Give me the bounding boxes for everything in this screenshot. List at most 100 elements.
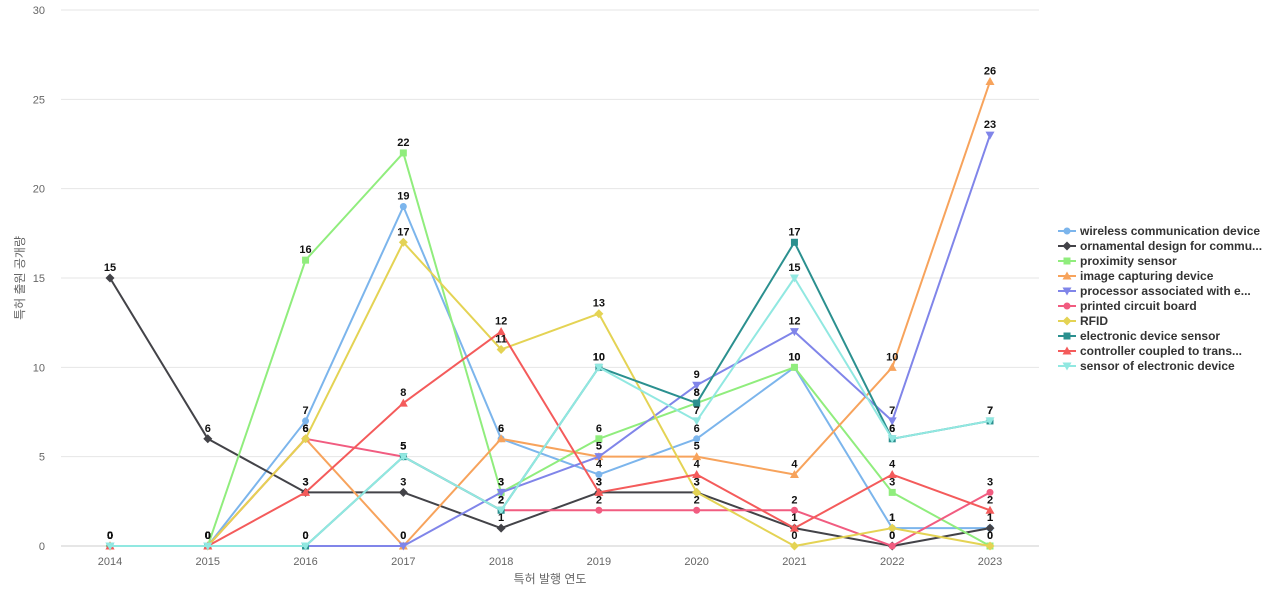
legend-item[interactable]: proximity sensor — [1058, 253, 1280, 268]
data-label: 0 — [205, 530, 211, 542]
data-label: 2 — [694, 494, 700, 506]
legend: wireless communication device ornamental … — [1058, 223, 1280, 373]
legend-item[interactable]: printed circuit board — [1058, 298, 1280, 313]
data-label: 3 — [596, 476, 602, 488]
data-point — [301, 542, 311, 551]
data-label: 6 — [889, 423, 895, 435]
data-label: 5 — [694, 441, 700, 453]
data-point — [693, 506, 701, 514]
data-label: 0 — [205, 530, 211, 542]
series-line — [110, 205, 990, 547]
data-point — [398, 487, 408, 497]
data-label: 22 — [397, 137, 409, 149]
data-point — [888, 542, 896, 550]
data-label: 5 — [596, 441, 602, 453]
data-label: 3 — [400, 476, 406, 488]
data-point — [985, 417, 995, 426]
data-point — [595, 506, 603, 514]
data-point — [692, 470, 702, 479]
data-label: 0 — [987, 530, 993, 542]
data-label: 17 — [397, 226, 409, 238]
legend-item[interactable]: sensor of electronic device — [1058, 358, 1280, 373]
series-7 — [105, 237, 995, 551]
data-label: 0 — [889, 530, 895, 542]
legend-label: wireless communication device — [1080, 223, 1261, 238]
data-label: 17 — [788, 226, 800, 238]
series-10 — [105, 274, 995, 551]
data-point — [595, 471, 603, 479]
data-label: 2 — [498, 494, 504, 506]
data-point — [985, 131, 995, 140]
data-point — [399, 203, 407, 211]
data-label: 2 — [596, 494, 602, 506]
data-label: 1 — [498, 512, 504, 524]
data-label: 7 — [987, 405, 993, 417]
data-label: 1 — [889, 512, 895, 524]
data-label: 3 — [302, 476, 308, 488]
data-point — [398, 237, 408, 247]
legend-item[interactable]: image capturing device — [1058, 268, 1280, 283]
data-point — [398, 398, 408, 407]
data-label: 0 — [205, 530, 211, 542]
data-label: 3 — [694, 476, 700, 488]
data-label: 3 — [987, 476, 993, 488]
x-tick-label: 2018 — [489, 556, 513, 568]
legend-item[interactable]: ornamental design for commu... — [1058, 238, 1280, 253]
data-label: 0 — [107, 530, 113, 542]
x-tick-label: 2015 — [196, 556, 220, 568]
legend-item[interactable]: electronic device sensor — [1058, 328, 1280, 343]
y-tick-label: 5 — [39, 452, 45, 464]
x-tick-label: 2020 — [684, 556, 708, 568]
data-label: 1 — [987, 512, 993, 524]
data-point — [693, 435, 701, 443]
series-line — [110, 151, 991, 547]
legend-label: image capturing device — [1080, 268, 1214, 283]
x-axis-title: 특허 발행 연도 — [514, 571, 587, 586]
legend-label: proximity sensor — [1080, 253, 1177, 268]
data-label: 7 — [987, 405, 993, 417]
data-label: 7 — [694, 405, 700, 417]
data-label: 6 — [205, 423, 211, 435]
data-label: 0 — [107, 530, 113, 542]
data-label: 6 — [498, 423, 504, 435]
series-line — [110, 81, 991, 547]
legend-swatch-icon — [1058, 316, 1076, 325]
data-point — [887, 523, 897, 533]
legend-item[interactable]: RFID — [1058, 313, 1280, 328]
data-label: 1 — [889, 512, 895, 524]
y-tick-label: 20 — [33, 184, 45, 196]
x-tick-label: 2019 — [587, 556, 611, 568]
data-label: 19 — [397, 191, 409, 203]
legend-item[interactable]: controller coupled to trans... — [1058, 343, 1280, 358]
data-point — [594, 487, 604, 496]
data-label: 6 — [889, 423, 895, 435]
data-point — [398, 453, 408, 462]
data-point — [692, 487, 702, 497]
data-label: 3 — [596, 476, 602, 488]
data-label: 12 — [495, 316, 507, 328]
data-point — [496, 523, 506, 533]
data-label: 0 — [205, 530, 211, 542]
data-label: 0 — [400, 530, 406, 542]
data-point — [887, 417, 897, 426]
data-point — [496, 488, 506, 497]
data-label: 2 — [791, 494, 797, 506]
data-label: 0 — [302, 530, 308, 542]
legend-item[interactable]: wireless communication device — [1058, 223, 1280, 238]
data-label: 8 — [694, 387, 700, 399]
data-label: 4 — [596, 459, 603, 471]
legend-item[interactable]: processor associated with e... — [1058, 283, 1280, 298]
data-point — [790, 363, 798, 371]
data-point — [496, 434, 506, 443]
data-label: 11 — [495, 333, 507, 345]
data-label: 6 — [498, 423, 504, 435]
data-point — [595, 435, 603, 443]
data-label: 7 — [889, 405, 895, 417]
series-3 — [106, 149, 994, 550]
data-label: 0 — [107, 530, 113, 542]
data-point — [789, 523, 799, 532]
data-label: 3 — [498, 476, 504, 488]
data-label: 3 — [694, 476, 700, 488]
series-group — [105, 76, 995, 551]
data-label: 10 — [593, 351, 605, 363]
